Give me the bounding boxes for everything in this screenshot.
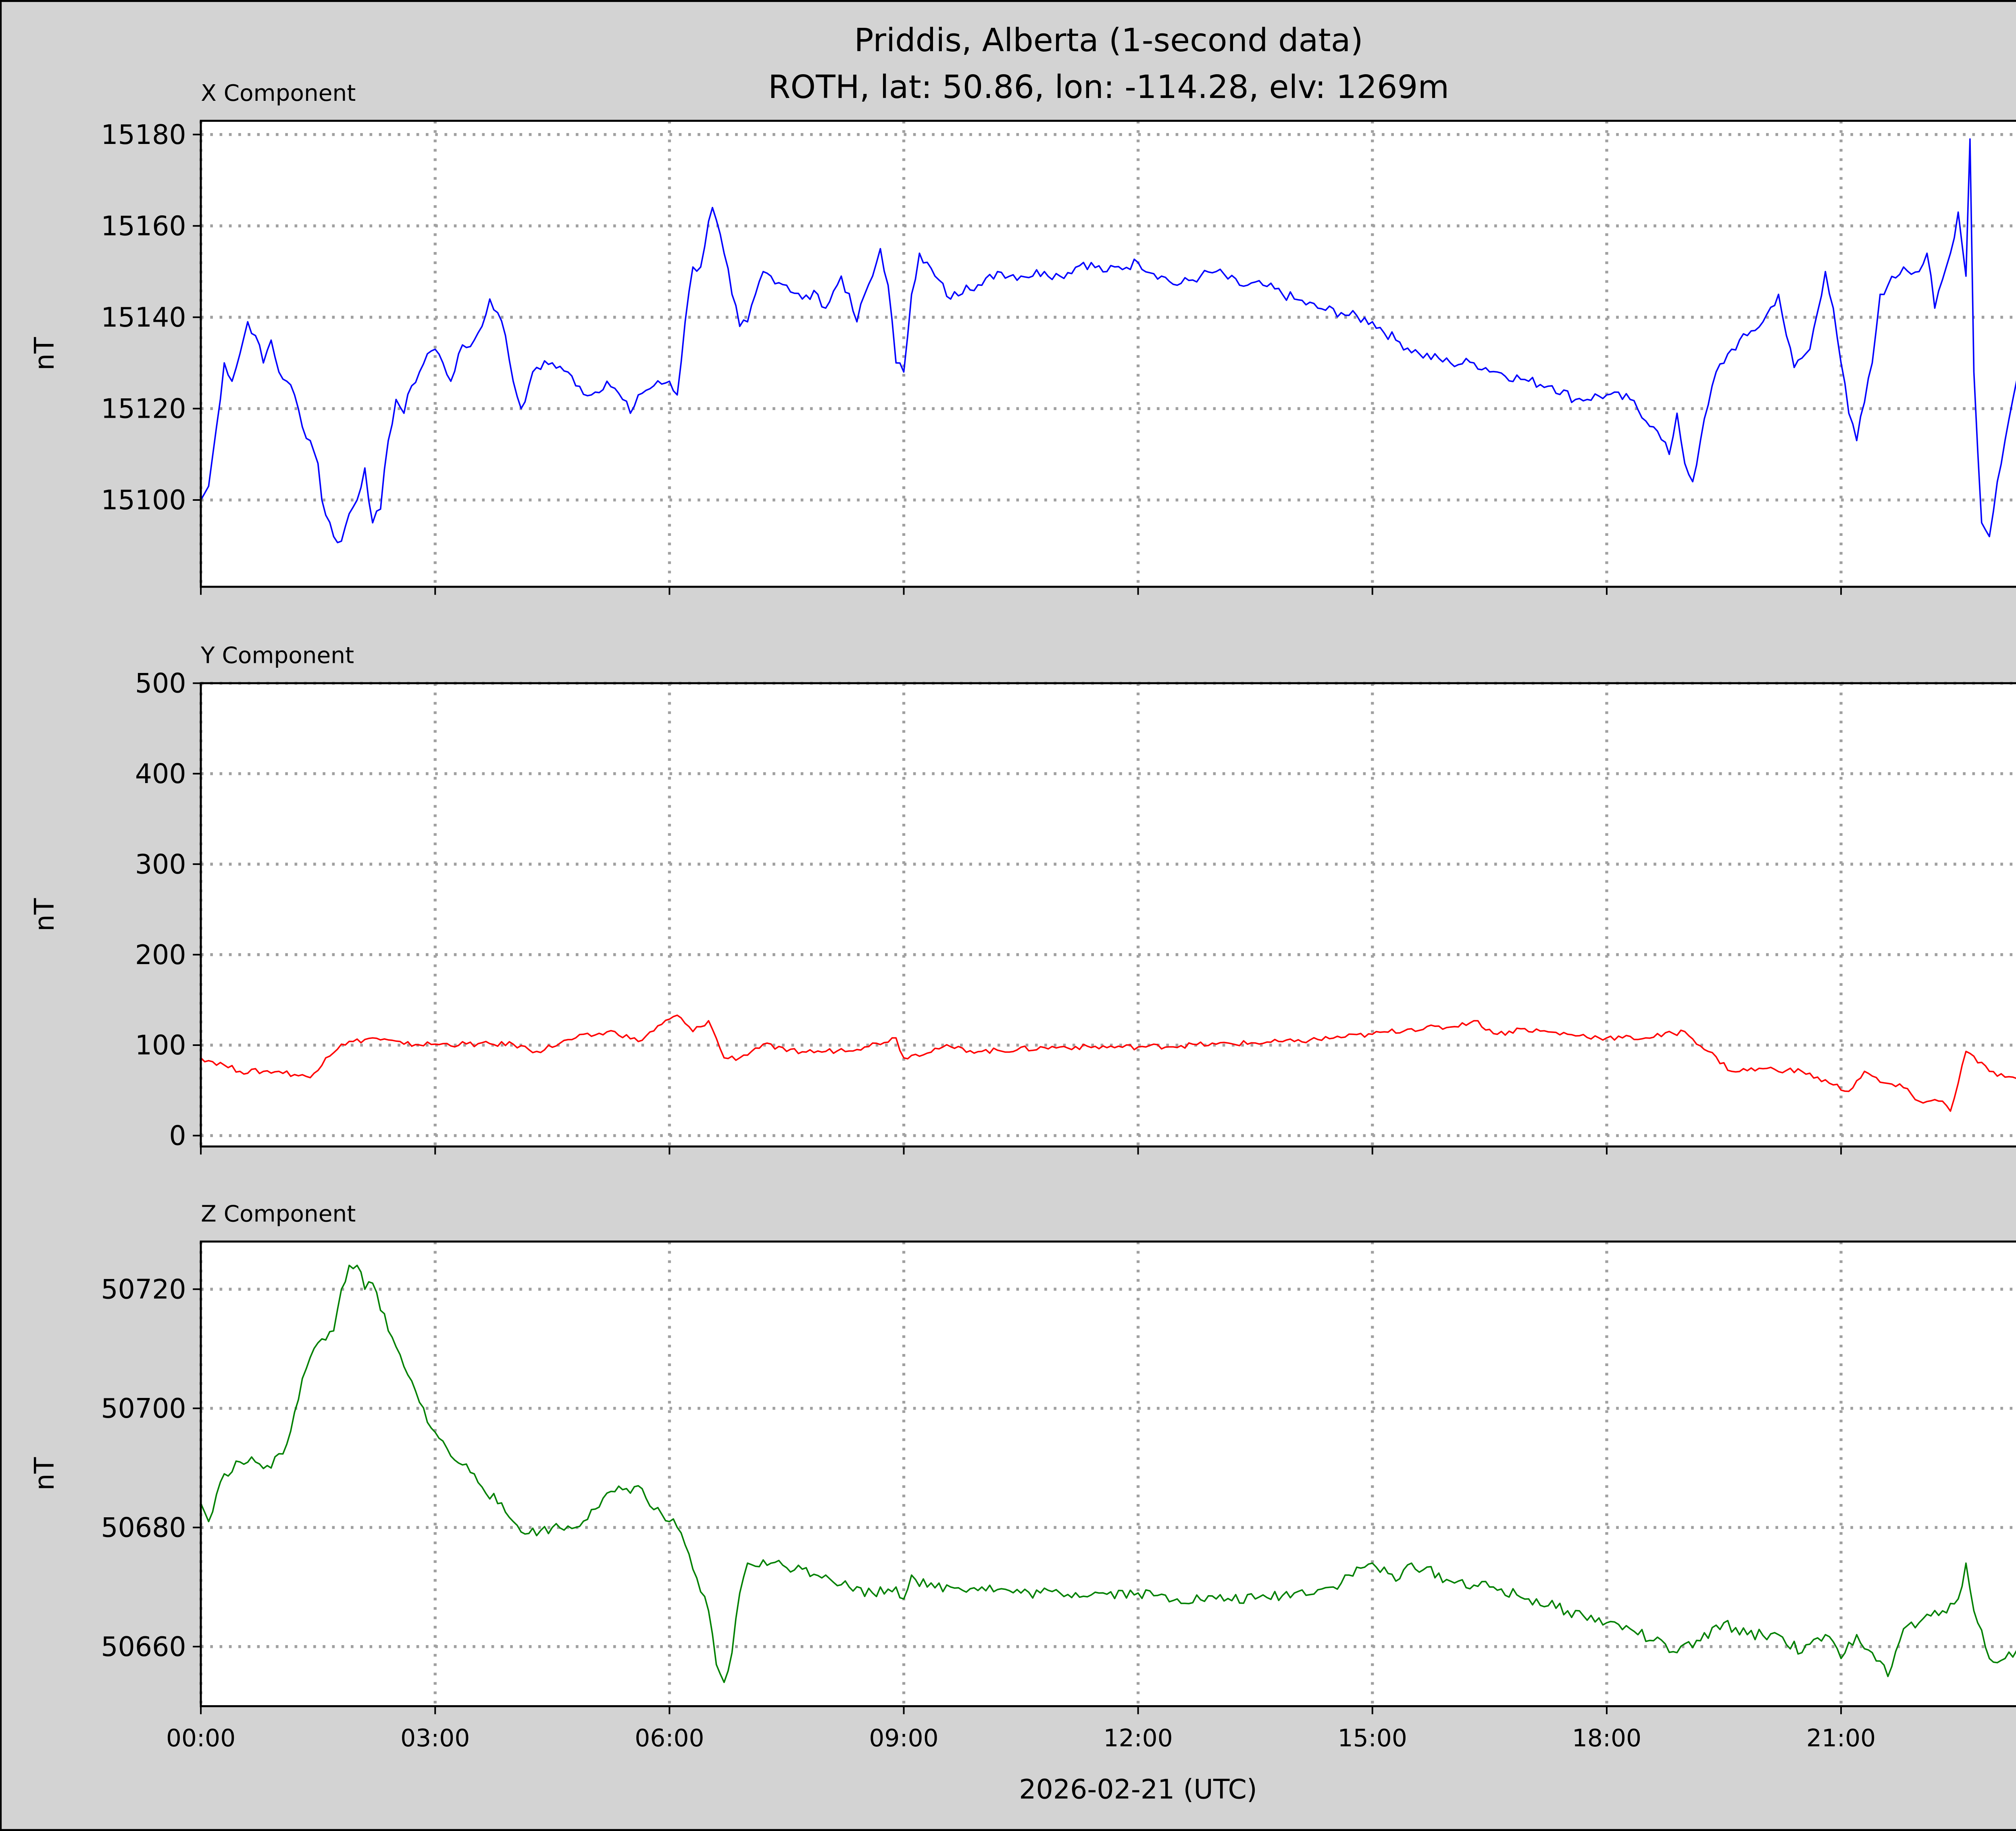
- plot-area: [201, 1241, 2016, 1706]
- y-tick-label: 0: [169, 1120, 186, 1152]
- x-tick-label: 00:00: [166, 1725, 235, 1752]
- panel-z-component: Z Component nT 00:00 03:00 06:00 09:00 12:00 15…: [29, 1201, 2016, 1752]
- y-axis-label: nT: [29, 898, 60, 931]
- y-tick-label: 15120: [101, 393, 186, 425]
- x-tick-label: 03:00: [400, 1725, 470, 1752]
- x-tick-label: 12:00: [1104, 1725, 1173, 1752]
- y-tick-label: 50660: [101, 1631, 186, 1662]
- y-axis-label: nT: [29, 337, 60, 371]
- panel-title: Y Component: [200, 643, 354, 669]
- chart-subtitle: ROTH, lat: 50.86, lon: -114.28, elv: 126…: [768, 68, 1449, 106]
- axes-frame: [200, 682, 2016, 1148]
- y-tick-label: 15180: [101, 119, 186, 150]
- x-tick-label: 09:00: [869, 1725, 938, 1752]
- series-line-y: [200, 1014, 2016, 1112]
- panel-title: X Component: [201, 80, 356, 106]
- y-tick-label: 200: [135, 939, 186, 971]
- x-tick-label: 06:00: [635, 1725, 704, 1752]
- panel-title: Z Component: [201, 1201, 356, 1227]
- y-axis-label: nT: [29, 1457, 60, 1491]
- axes-frame: [200, 1240, 2016, 1707]
- y-tick-label: 50720: [101, 1274, 186, 1305]
- panel-x-component: X Component nT 15100 15120 15140 15160 15180: [29, 80, 2016, 595]
- y-tick-label: 400: [135, 758, 186, 789]
- x-tick-label: 15:00: [1338, 1725, 1407, 1752]
- panel-y-component: Y Component nT 0 100 200 300 400 500: [29, 643, 2016, 1155]
- x-tick-label: 18:00: [1572, 1725, 1641, 1752]
- x-axis-label: 2026-02-21 (UTC): [1019, 1774, 1257, 1805]
- y-tick-label: 100: [135, 1029, 186, 1061]
- y-tick-label: 300: [135, 848, 186, 880]
- series-line-z: [200, 1264, 2016, 1683]
- y-tick-label: 50700: [101, 1393, 186, 1424]
- plot-area: [201, 121, 2016, 587]
- y-tick-label: 500: [135, 668, 186, 699]
- series-line-x: [200, 138, 2016, 544]
- x-tick-label: 21:00: [1806, 1725, 1876, 1752]
- y-tick-label: 15140: [101, 302, 186, 333]
- axes-frame: [200, 120, 2016, 588]
- plot-area: [201, 683, 2016, 1147]
- y-tick-label: 15100: [101, 484, 186, 516]
- y-tick-label: 50680: [101, 1512, 186, 1543]
- chart-title: Priddis, Alberta (1-second data): [854, 21, 1363, 59]
- y-tick-label: 15160: [101, 210, 186, 242]
